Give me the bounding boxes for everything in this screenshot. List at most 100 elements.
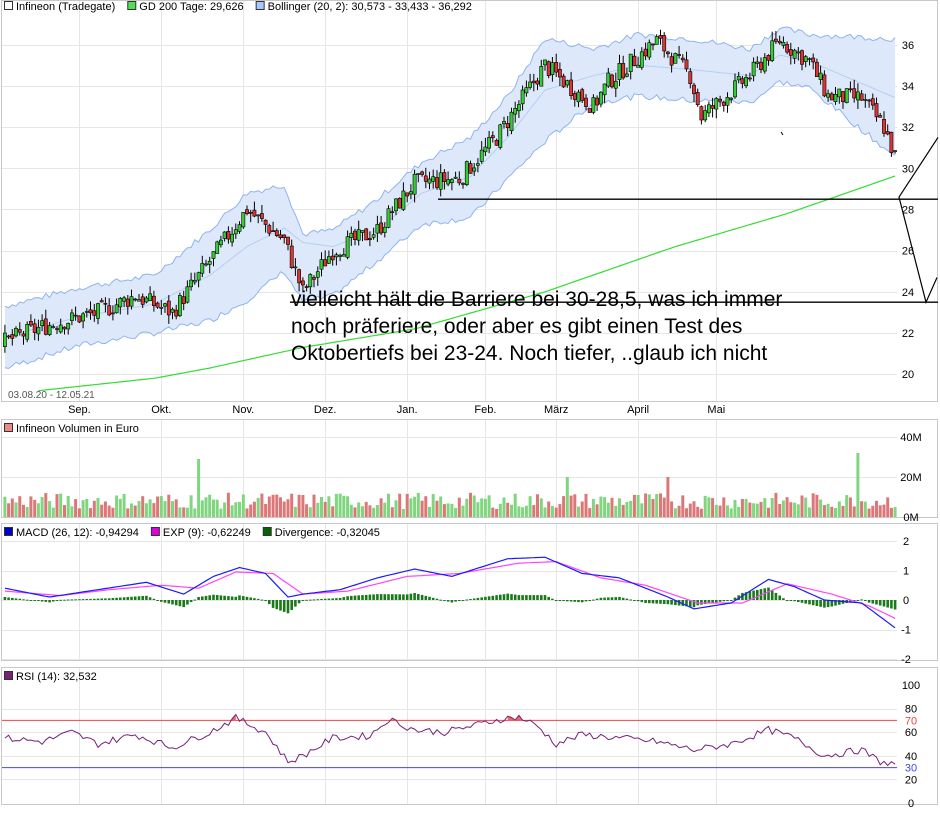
candle bbox=[677, 54, 682, 56]
volume-bar bbox=[29, 496, 33, 517]
volume-bar bbox=[223, 502, 227, 517]
volume-bar bbox=[10, 498, 14, 517]
divergence-bar bbox=[551, 598, 554, 600]
divergence-bar bbox=[327, 598, 331, 600]
candle bbox=[736, 76, 741, 81]
candle bbox=[163, 303, 167, 307]
volume-bar bbox=[372, 507, 376, 517]
divergence-bar bbox=[33, 600, 36, 601]
divergence-bar bbox=[625, 598, 629, 600]
volume-bar bbox=[886, 497, 890, 517]
divergence-bar bbox=[588, 600, 591, 601]
candle bbox=[516, 104, 521, 112]
candle bbox=[300, 280, 305, 286]
candle bbox=[289, 245, 294, 269]
divergence-bar bbox=[242, 596, 245, 600]
divergence-bar bbox=[160, 600, 163, 602]
candle bbox=[140, 296, 145, 305]
volume-bar bbox=[301, 495, 305, 517]
candle bbox=[252, 209, 257, 217]
divergence-bar bbox=[491, 595, 495, 600]
rsi-tick-label: 60 bbox=[905, 727, 917, 739]
divergence-bar bbox=[767, 587, 770, 600]
candle bbox=[192, 279, 197, 283]
candle bbox=[196, 272, 201, 281]
volume-tick-label: 20M bbox=[900, 472, 921, 484]
candle bbox=[431, 176, 436, 182]
divergence-bar bbox=[66, 599, 70, 601]
candle bbox=[397, 198, 402, 209]
candle bbox=[837, 88, 842, 98]
divergence-bar bbox=[420, 594, 424, 600]
volume-bar bbox=[822, 505, 826, 517]
x-tick-label: April bbox=[627, 404, 649, 416]
divergence-bar bbox=[636, 600, 640, 602]
candle bbox=[32, 323, 37, 333]
divergence-bar bbox=[789, 600, 793, 601]
volume-bar bbox=[178, 507, 182, 517]
volume-bar bbox=[871, 505, 875, 517]
price-tick-label: 22 bbox=[902, 328, 914, 340]
volume-bar bbox=[133, 505, 137, 517]
legend-swatch bbox=[4, 423, 13, 432]
volume-bar bbox=[726, 505, 729, 517]
volume-bar bbox=[722, 497, 726, 517]
rsi-tick-label: 100 bbox=[902, 680, 920, 692]
divergence-bar bbox=[133, 596, 137, 600]
divergence-bar bbox=[856, 600, 860, 601]
volume-bar bbox=[3, 496, 7, 517]
volume-bar bbox=[770, 498, 774, 517]
candle bbox=[889, 131, 894, 153]
volume-bar bbox=[785, 497, 789, 517]
candle bbox=[226, 231, 231, 240]
candle bbox=[371, 234, 376, 238]
candle bbox=[6, 335, 11, 338]
volume-bar bbox=[245, 508, 249, 517]
divergence-bar bbox=[107, 598, 111, 600]
volume-bar bbox=[48, 501, 52, 517]
volume-bar bbox=[428, 506, 431, 517]
volume-bar bbox=[249, 504, 253, 517]
candle bbox=[2, 332, 7, 347]
divergence-bar bbox=[148, 597, 152, 600]
divergence-bar bbox=[286, 600, 290, 614]
divergence-bar bbox=[599, 597, 603, 600]
divergence-bar bbox=[361, 595, 364, 600]
annotation-line: vielleicht hält die Barriere bei 30-28,5… bbox=[291, 288, 782, 311]
candle bbox=[833, 94, 838, 103]
candle bbox=[524, 87, 529, 94]
volume-bar bbox=[387, 493, 390, 517]
volume-bar bbox=[748, 502, 752, 517]
candle bbox=[878, 115, 883, 118]
divergence-bar bbox=[558, 600, 562, 601]
divergence-bar bbox=[63, 599, 66, 601]
candle bbox=[740, 78, 745, 84]
volume-bar bbox=[584, 493, 588, 517]
candle bbox=[297, 269, 302, 284]
candle bbox=[554, 61, 559, 73]
volume-bar bbox=[282, 501, 286, 517]
candle bbox=[43, 318, 48, 335]
candle bbox=[773, 38, 778, 42]
volume-bar bbox=[279, 497, 282, 517]
divergence-bar bbox=[569, 600, 573, 602]
divergence-bar bbox=[398, 594, 401, 600]
volume-bar bbox=[204, 497, 208, 517]
volume-bar bbox=[703, 495, 707, 517]
divergence-bar bbox=[487, 596, 491, 600]
legend-label: Bollinger (20, 2): 30,573 - 33,433 - 36,… bbox=[268, 1, 472, 13]
divergence-bar bbox=[372, 594, 375, 600]
volume-bar bbox=[882, 504, 886, 517]
bollinger-upper-line bbox=[4, 26, 896, 309]
candle bbox=[207, 260, 212, 265]
divergence-bar bbox=[744, 592, 748, 600]
divergence-bar bbox=[18, 598, 22, 600]
divergence-bar bbox=[655, 600, 658, 604]
divergence-bar bbox=[715, 600, 718, 603]
candle bbox=[278, 234, 283, 239]
divergence-bar bbox=[294, 600, 297, 607]
candle bbox=[14, 327, 18, 337]
divergence-bar bbox=[778, 595, 781, 600]
candle bbox=[73, 314, 78, 317]
